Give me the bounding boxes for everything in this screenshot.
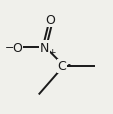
Text: −: −: [4, 43, 14, 53]
Text: N: N: [39, 41, 49, 54]
Text: +: +: [48, 48, 55, 57]
Text: •: •: [65, 60, 71, 70]
Text: O: O: [45, 14, 55, 27]
Text: C: C: [57, 60, 65, 73]
Text: O: O: [12, 41, 22, 54]
